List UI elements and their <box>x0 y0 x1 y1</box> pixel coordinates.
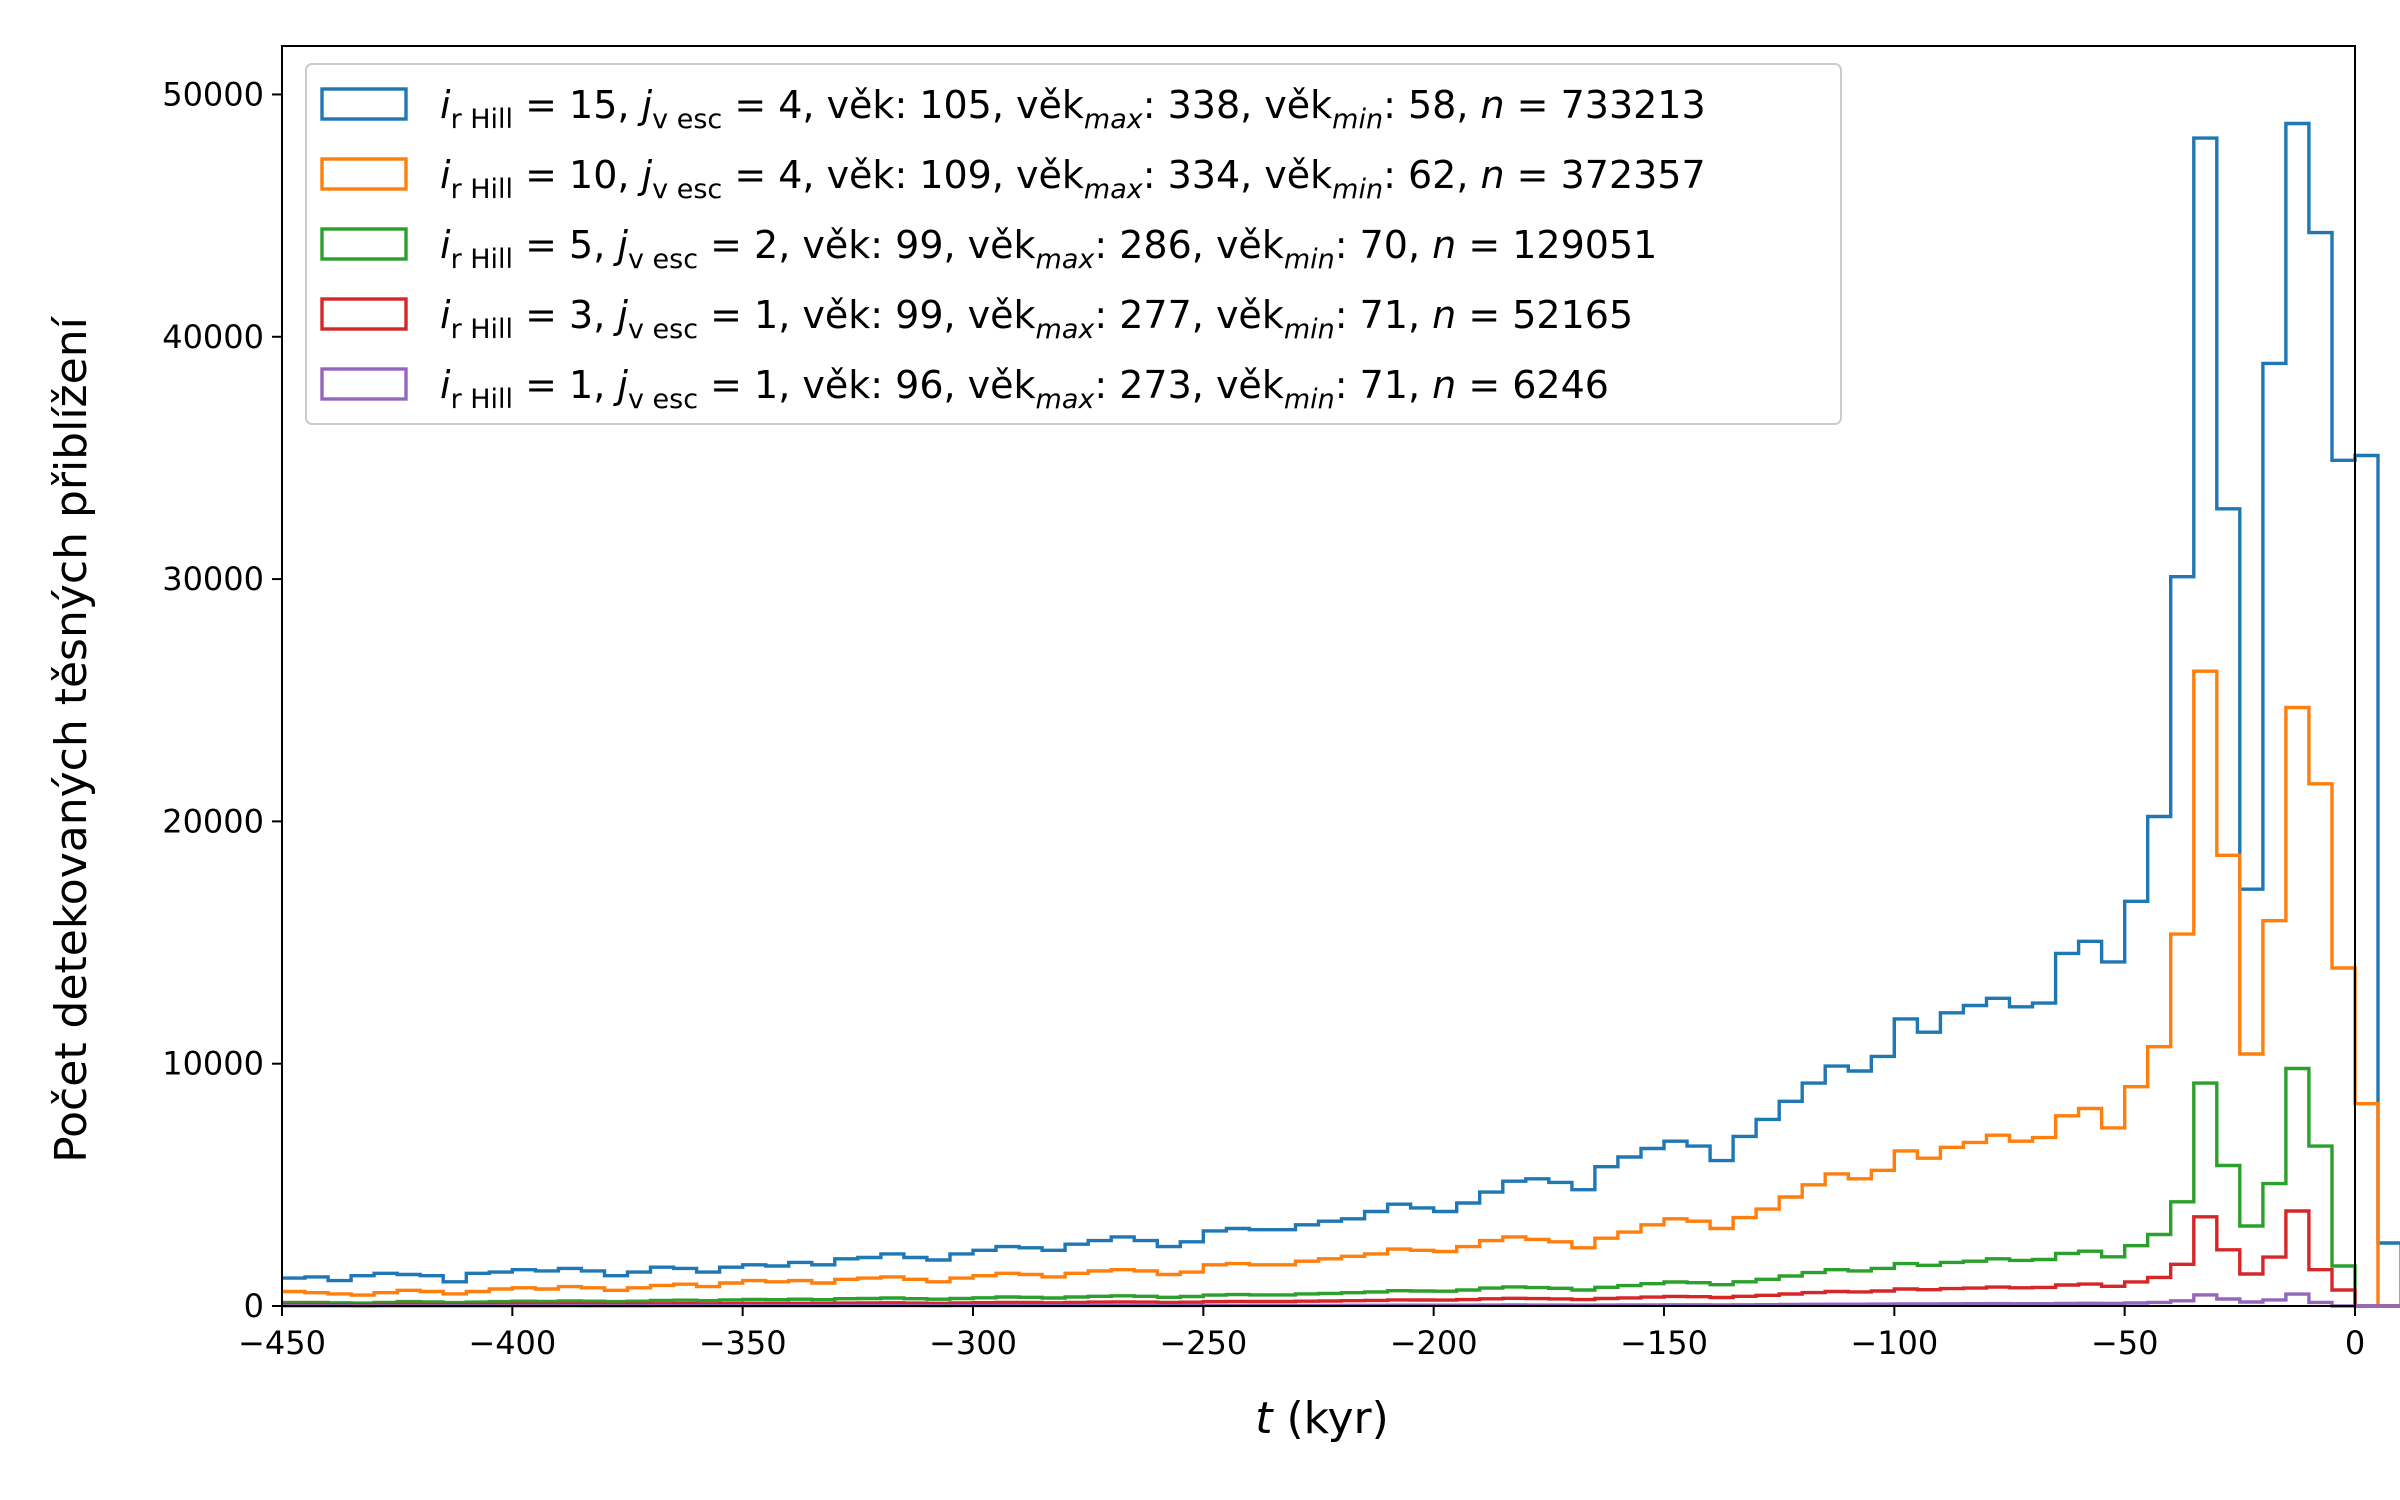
x-tick-label: −450 <box>238 1324 326 1362</box>
x-axis-label: t (kyr) <box>1255 1393 1389 1444</box>
series-line-2 <box>282 669 2400 1308</box>
x-tick-label: −300 <box>929 1324 1017 1362</box>
legend-entry-5: ir Hill = 1, jv esc = 1, věk: 96, věkmax… <box>440 363 1609 415</box>
x-tick-label: −350 <box>699 1324 787 1362</box>
legend-swatch-2 <box>320 157 408 191</box>
legend-entry-3: ir Hill = 5, jv esc = 2, věk: 99, věkmax… <box>440 223 1657 275</box>
x-tick-label: 0 <box>2345 1324 2365 1362</box>
legend-entry-4: ir Hill = 3, jv esc = 1, věk: 99, věkmax… <box>440 293 1633 345</box>
y-tick-label: 10000 <box>162 1045 264 1083</box>
legend: ir Hill = 15, jv esc = 4, věk: 105, věkm… <box>305 63 1842 425</box>
y-tick-label: 30000 <box>162 560 264 598</box>
series-line-3 <box>282 1066 2400 1308</box>
series-line-4 <box>282 1209 2400 1308</box>
y-tick-label: 50000 <box>162 75 264 113</box>
x-tick-label: −200 <box>1390 1324 1478 1362</box>
x-tick-label: −100 <box>1850 1324 1938 1362</box>
series-line-1 <box>282 121 2400 1308</box>
plot-frame <box>281 45 2356 1307</box>
series-layer <box>282 121 2400 1308</box>
x-tick-label: −400 <box>468 1324 556 1362</box>
legend-frame <box>305 63 1842 425</box>
legend-swatch-1 <box>320 87 408 121</box>
legend-swatch-5 <box>320 367 408 401</box>
axes-layer: −450 −400 −350 −300 −250 −200 −150 −100 −50 0 0 100… <box>162 45 2365 1362</box>
legend-entry-1: ir Hill = 15, jv esc = 4, věk: 105, věkm… <box>440 83 1706 135</box>
y-axis-label: Počet detekovaných těsných přiblížení <box>46 315 97 1162</box>
legend-swatch-4 <box>320 297 408 331</box>
x-tick-label: −250 <box>1159 1324 1247 1362</box>
y-tick-label: 40000 <box>162 318 264 356</box>
legend-swatch-3 <box>320 227 408 261</box>
legend-entry-2: ir Hill = 10, jv esc = 4, věk: 109, věkm… <box>440 153 1706 205</box>
y-tick-label: 20000 <box>162 802 264 840</box>
x-tick-label: −150 <box>1620 1324 1708 1362</box>
y-tick-label: 0 <box>244 1287 264 1325</box>
x-tick-label: −50 <box>2091 1324 2159 1362</box>
